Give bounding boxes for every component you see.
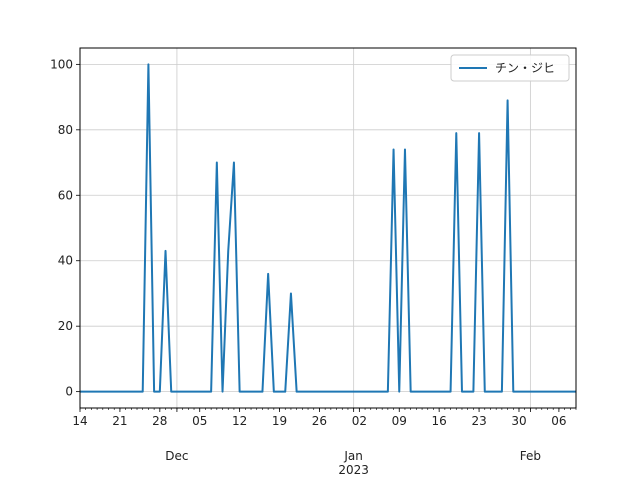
x-tick-label: 23: [471, 414, 486, 428]
x-tick-label: 12: [232, 414, 247, 428]
y-tick-label: 20: [58, 319, 73, 333]
legend-box: [450, 54, 570, 82]
x-tick-label: 14: [72, 414, 87, 428]
x-tick-label: 21: [112, 414, 127, 428]
x-tick-label: 28: [152, 414, 167, 428]
series-line: [80, 63, 576, 393]
x-tick-label: 16: [432, 414, 447, 428]
y-tick-label: 60: [58, 188, 73, 202]
x-tick-label: 05: [192, 414, 207, 428]
y-tick-label: 0: [65, 385, 73, 399]
legend-label: チン・ジヒ: [495, 61, 555, 75]
x-tick-label: 09: [392, 414, 407, 428]
x-month-label: Dec: [165, 449, 188, 463]
x-tick-label: 19: [272, 414, 287, 428]
y-tick-label: 100: [50, 57, 73, 71]
x-tick-label: 30: [511, 414, 526, 428]
axis-layer: 0 20 40 60 80 100 14 21 28 05 12 19 26 02 09 16 23 30 06 De…: [50, 57, 577, 477]
plot-frame: [79, 47, 577, 409]
legend: チン・ジヒ: [450, 54, 570, 82]
x-tick-label: 26: [312, 414, 327, 428]
series-layer: [80, 63, 576, 393]
x-month-label: Feb: [520, 449, 541, 463]
x-tick-label: 02: [352, 414, 367, 428]
y-tick-label: 40: [58, 254, 73, 268]
y-tick-label: 80: [58, 123, 73, 137]
x-tick-label: 06: [551, 414, 566, 428]
x-month-label: Jan 2023: [338, 449, 369, 477]
